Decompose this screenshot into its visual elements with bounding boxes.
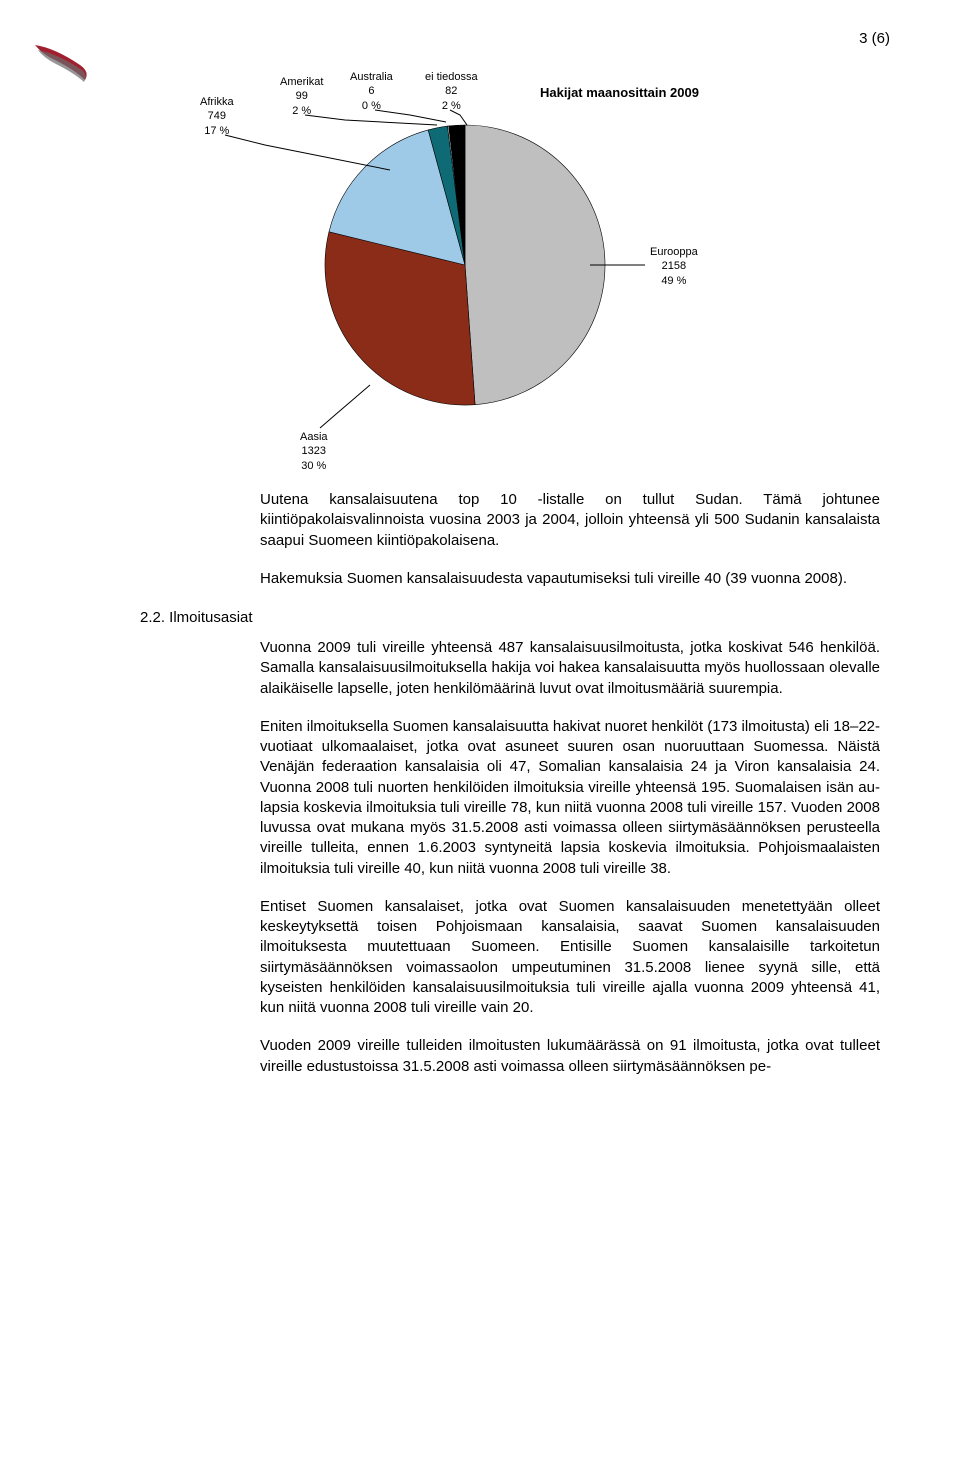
body-block: Uutena kansalaisuutena top 10 -listalle … (260, 490, 880, 589)
para-2: Hakemuksia Suomen kansalaisuudesta vapau… (260, 569, 880, 589)
leader-lines (140, 70, 900, 470)
page-number: 3 (6) (859, 30, 890, 47)
pie-chart: Hakijat maanosittain 2009 Afrikka 749 17… (140, 70, 900, 470)
wing-logo-icon (30, 40, 100, 95)
section-heading: 2.2. Ilmoitusasiat (140, 609, 890, 626)
para-4: Eniten ilmoituksella Suomen kansalaisuut… (260, 717, 880, 879)
para-6: Vuoden 2009 vireille tulleiden ilmoitust… (260, 1036, 880, 1077)
page: 3 (6) Hakijat maanosittain 2009 Afrikka … (0, 0, 960, 1469)
para-5: Entiset Suomen kansalaiset, jotka ovat S… (260, 897, 880, 1019)
body-block-2: Vuonna 2009 tuli vireille yhteensä 487 k… (260, 638, 880, 1077)
para-3: Vuonna 2009 tuli vireille yhteensä 487 k… (260, 638, 880, 699)
para-1: Uutena kansalaisuutena top 10 -listalle … (260, 490, 880, 551)
